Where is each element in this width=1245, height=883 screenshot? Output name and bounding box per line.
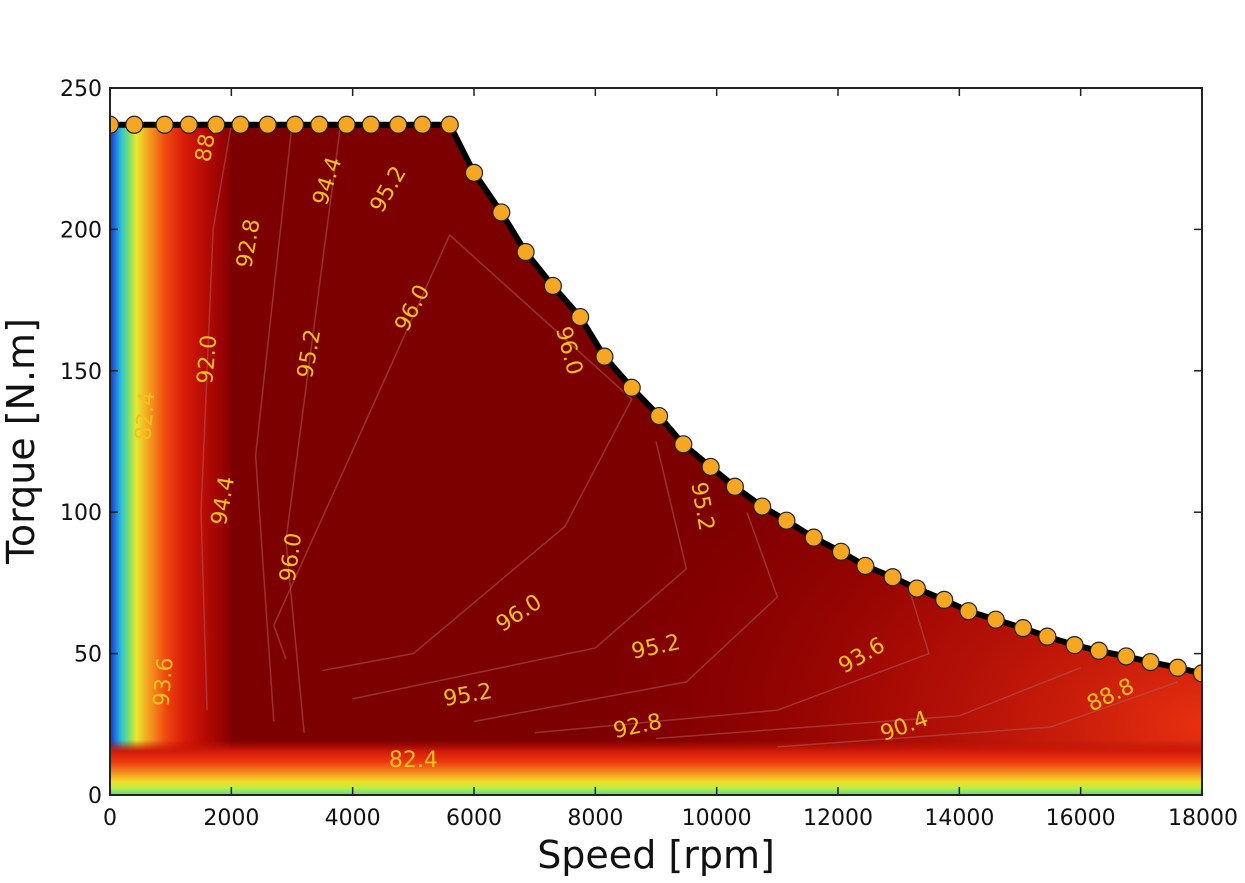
envelope-marker: [337, 115, 356, 134]
y-tick-label: 100: [60, 501, 102, 526]
contour-line: [352, 441, 688, 700]
envelope-marker: [1089, 641, 1108, 660]
x-tick-label: 12000: [803, 806, 873, 831]
envelope-marker: [516, 242, 535, 262]
x-tick-label: 8000: [567, 806, 623, 831]
contour-label: 88.: [191, 125, 222, 164]
envelope-marker: [231, 115, 250, 134]
y-tick-label: 150: [60, 360, 102, 385]
envelope-marker: [959, 602, 978, 621]
y-tick-label: 200: [60, 218, 102, 243]
y-axis: 0 50 100 150 200 250: [60, 77, 1202, 809]
envelope-marker: [777, 511, 796, 530]
x-tick-label: 0: [103, 806, 117, 831]
envelope-marker: [179, 115, 198, 134]
envelope-marker: [285, 115, 305, 134]
envelope-marker: [1117, 647, 1136, 666]
torque-envelope: [110, 115, 1202, 683]
y-tick-label: 50: [74, 643, 102, 668]
x-tick-label: 10000: [682, 806, 752, 831]
y-tick-label: 250: [60, 77, 102, 102]
envelope-marker: [753, 497, 772, 516]
envelope-marker: [883, 568, 902, 587]
contour-line: [254, 124, 293, 722]
envelope-marker: [831, 542, 851, 561]
envelope-marker: [125, 115, 144, 134]
envelope-marker: [725, 477, 744, 496]
envelope-marker: [1038, 627, 1057, 646]
x-tick-label: 16000: [1046, 806, 1116, 831]
envelope-marker: [1168, 658, 1187, 677]
envelope-marker: [907, 579, 926, 598]
envelope-marker: [571, 307, 590, 327]
x-tick-label: 18000: [1168, 806, 1238, 831]
envelope-marker: [110, 115, 120, 134]
envelope-marker: [361, 115, 380, 134]
x-tick-label: 4000: [325, 806, 381, 831]
x-axis-label: Speed [rpm]: [537, 833, 775, 877]
y-axis-label: Torque [N.m]: [0, 318, 43, 565]
plot-frame: [109, 87, 1203, 796]
envelope-marker: [440, 115, 459, 134]
envelope-marker: [701, 457, 720, 477]
x-tick-label: 2000: [203, 806, 259, 831]
envelope-marker: [1013, 619, 1033, 638]
contour-line: [272, 233, 633, 672]
contour-line: [777, 681, 1178, 748]
envelope-marker: [935, 590, 954, 609]
y-tick-label: 0: [88, 784, 102, 809]
envelope-marker: [986, 610, 1005, 629]
envelope-marker: [595, 347, 614, 366]
envelope-marker: [310, 115, 329, 134]
envelope-marker: [649, 406, 669, 426]
contour-label: 92.0: [193, 334, 222, 385]
envelope-marker: [413, 115, 432, 134]
envelope-marker: [464, 163, 484, 182]
contour-label: 93.6: [150, 656, 179, 707]
contour-line: [655, 667, 1081, 740]
envelope-marker: [622, 378, 641, 397]
x-axis: 0 2000 4000 6000 8000 10000 12000 14000 16000 180…: [103, 88, 1238, 831]
contour-line: [285, 124, 342, 733]
envelope-marker: [1141, 652, 1160, 672]
envelope-marker: [1065, 636, 1084, 655]
envelope-marker: [207, 115, 226, 134]
envelope-marker: [804, 528, 823, 547]
envelope-marker: [543, 276, 562, 296]
contour-line: [473, 511, 779, 723]
envelope-marker: [674, 435, 693, 454]
x-tick-label: 6000: [446, 806, 502, 831]
envelope-marker: [155, 115, 174, 134]
contour-label: 82.4: [389, 748, 438, 773]
envelope-marker: [258, 115, 277, 134]
contour-line: [200, 124, 233, 711]
contour-lines: [200, 124, 1178, 748]
envelope-marker: [492, 203, 511, 222]
contour-line: [534, 554, 930, 734]
x-tick-label: 14000: [924, 806, 994, 831]
envelope-marker: [1192, 664, 1202, 683]
envelope-marker: [856, 556, 875, 576]
envelope-marker: [389, 115, 408, 134]
contour-label: 82.4: [131, 391, 160, 442]
